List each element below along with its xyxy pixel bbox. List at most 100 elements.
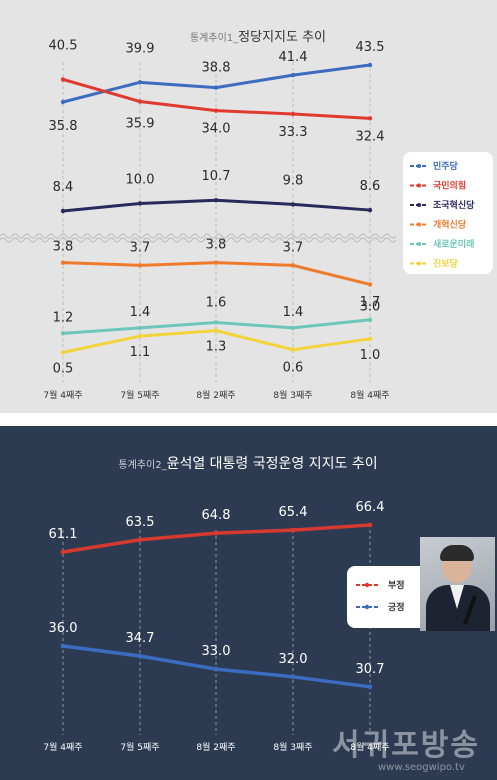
chart1-point [367, 336, 373, 341]
chart1-legend-label: 국민의힘 [433, 180, 466, 192]
chart1-data-label: 32.4 [356, 129, 385, 144]
chart1-point [367, 62, 373, 68]
chart2-data-label: 33.0 [202, 644, 231, 659]
chart1-data-label: 1.7 [360, 295, 381, 310]
chart2-legend-label: 긍정 [388, 601, 405, 613]
chart1-data-label: 3.8 [53, 240, 74, 255]
axis-break [0, 233, 397, 243]
chart2-data-label: 66.4 [356, 500, 385, 515]
chart1-data-label: 43.5 [356, 40, 385, 55]
chart1-point [137, 99, 143, 104]
chart1-data-label: 1.2 [53, 310, 74, 325]
chart2-title-main: 윤석열 대통령 국정운영 지지도 추이 [167, 456, 378, 472]
chart1-data-label: 0.5 [53, 361, 74, 376]
chart2-point [60, 643, 66, 649]
chart2-point [60, 549, 66, 555]
chart2-point [290, 527, 296, 533]
chart2-point [367, 684, 373, 690]
chart2-point [137, 653, 143, 659]
chart1-point [290, 202, 296, 207]
chart1-tick-label: 8월 2째주 [196, 389, 235, 401]
chart1-point [367, 317, 373, 322]
chart1-legend-dot [417, 203, 421, 207]
chart1-data-label: 8.6 [360, 179, 381, 194]
chart1-data-label: 3.7 [130, 240, 151, 255]
chart1-legend-label: 조국혁신당 [433, 199, 475, 211]
chart1-data-label: 0.6 [283, 361, 304, 376]
party-support-chart: 통계추이1_정당지지도 추이 35.8 39.9 38.8 41.4 43.5 40.5 3… [0, 30, 493, 401]
chart1-data-label: 10.7 [202, 169, 231, 184]
chart1-point [290, 263, 296, 268]
chart1-point [213, 328, 219, 333]
chart1-point [60, 331, 66, 336]
chart1-legend-dot [417, 242, 421, 246]
chart1-data-label: 38.8 [202, 61, 231, 76]
chart1-point [60, 208, 66, 214]
chart1-point [290, 72, 296, 78]
chart1-data-label: 41.4 [279, 50, 308, 65]
chart1-legend-label: 민주당 [433, 160, 459, 172]
chart1-data-label: 3.0 [360, 299, 381, 314]
watermark-url: www.seogwipo.tv [378, 762, 465, 773]
chart2-legend-label: 부정 [388, 579, 405, 591]
chart1-data-label: 35.9 [126, 117, 155, 132]
chart2-data-label: 36.0 [49, 621, 78, 636]
chart1-point [137, 263, 143, 268]
chart1-data-label: 1.4 [130, 305, 151, 320]
chart1-point [367, 282, 373, 287]
chart1-data-label: 1.6 [206, 295, 227, 310]
watermark-logo: 서귀포방송 [332, 728, 480, 763]
chart1-data-label: 34.0 [202, 122, 231, 137]
chart1-legend-label: 개혁신당 [433, 219, 467, 231]
chart2-point [137, 537, 143, 543]
chart1-data-label: 35.8 [49, 119, 78, 134]
chart1-point [213, 320, 219, 325]
chart1-point [367, 116, 373, 121]
chart1-point [60, 99, 66, 105]
chart1-point [60, 350, 66, 355]
chart2-data-label: 30.7 [356, 662, 385, 677]
chart2-point [213, 530, 219, 536]
chart1-data-label: 1.1 [130, 345, 151, 360]
chart1-point [60, 260, 66, 265]
chart1-legend-dot [417, 261, 421, 266]
chart2-data-label: 63.5 [126, 515, 155, 530]
chart1-data-label: 33.3 [279, 125, 308, 140]
chart1-point [213, 197, 219, 203]
chart1-legend-label: 새로운미래 [433, 238, 474, 250]
chart1-title-prefix: 통계추이1_ [190, 32, 239, 44]
chart1-point [213, 108, 219, 113]
chart1-data-label: 40.5 [49, 38, 78, 53]
chart1-data-label: 1.4 [283, 305, 304, 320]
chart2-point [290, 674, 296, 680]
chart2-tick-label: 7월 4째주 [43, 741, 82, 753]
chart1-legend-dot [417, 164, 421, 168]
chart1-point [137, 333, 143, 339]
chart2-data-label: 34.7 [126, 631, 155, 646]
chart1-data-label: 9.8 [283, 173, 304, 188]
chart1-legend-dot [417, 222, 421, 227]
chart1-point [367, 207, 373, 213]
chart2-data-label: 32.0 [279, 652, 308, 667]
chart2-title-prefix: 통계추이2_ [118, 459, 167, 471]
chart2-point [213, 666, 219, 672]
chart1-title: 통계추이1_정당지지도 추이 [190, 30, 326, 45]
chart2-title: 통계추이2_윤석열 대통령 국정운영 지지도 추이 [118, 456, 377, 472]
chart1-data-label: 1.0 [360, 348, 381, 363]
chart1-data-label: 3.8 [206, 238, 227, 253]
chart1-tick-label: 7월 4째주 [43, 389, 82, 401]
chart2-tick-label: 8월 3째주 [273, 741, 312, 753]
chart1-data-label: 39.9 [126, 41, 155, 56]
chart1-tick-label: 8월 3째주 [273, 389, 312, 401]
chart2-data-label: 64.8 [202, 508, 231, 523]
chart1-data-label: 8.4 [53, 180, 74, 195]
chart2-data-label: 61.1 [49, 527, 78, 542]
chart1-point [213, 260, 219, 265]
chart1-point [60, 77, 66, 82]
chart1-point [137, 201, 143, 206]
chart2-legend-dot [364, 604, 370, 610]
chart2-legend-dot [364, 582, 370, 588]
